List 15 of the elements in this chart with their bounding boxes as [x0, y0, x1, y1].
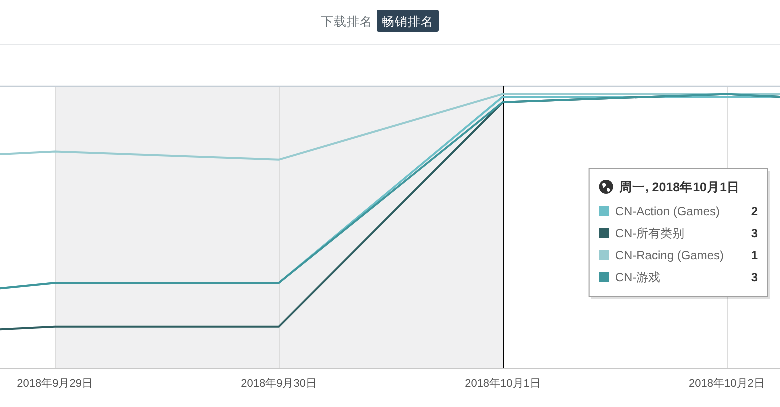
legend-label: CN-Racing (Games) [615, 248, 724, 262]
annotation: 3 [751, 226, 758, 240]
annotation: 1 [751, 248, 758, 262]
x-tick-label: 2018年9月29日 [17, 378, 93, 390]
annotation: 2 [751, 204, 758, 218]
annotation: 3 [751, 270, 758, 284]
text: 下载排名 [321, 15, 373, 29]
x-tick-label: 2018年10月1日 [465, 378, 541, 390]
x-tick-label: 2018年10月2日 [689, 378, 765, 390]
legend-title: 周一, 2018年10月1日 [618, 180, 740, 194]
x-tick-label: 2018年9月30日 [241, 378, 317, 390]
legend-label: CN-所有类别 [615, 226, 685, 240]
text: 畅销排名 [382, 15, 434, 29]
legend-label: CN-游戏 [615, 270, 661, 284]
legend-label: CN-Action (Games) [615, 204, 720, 218]
